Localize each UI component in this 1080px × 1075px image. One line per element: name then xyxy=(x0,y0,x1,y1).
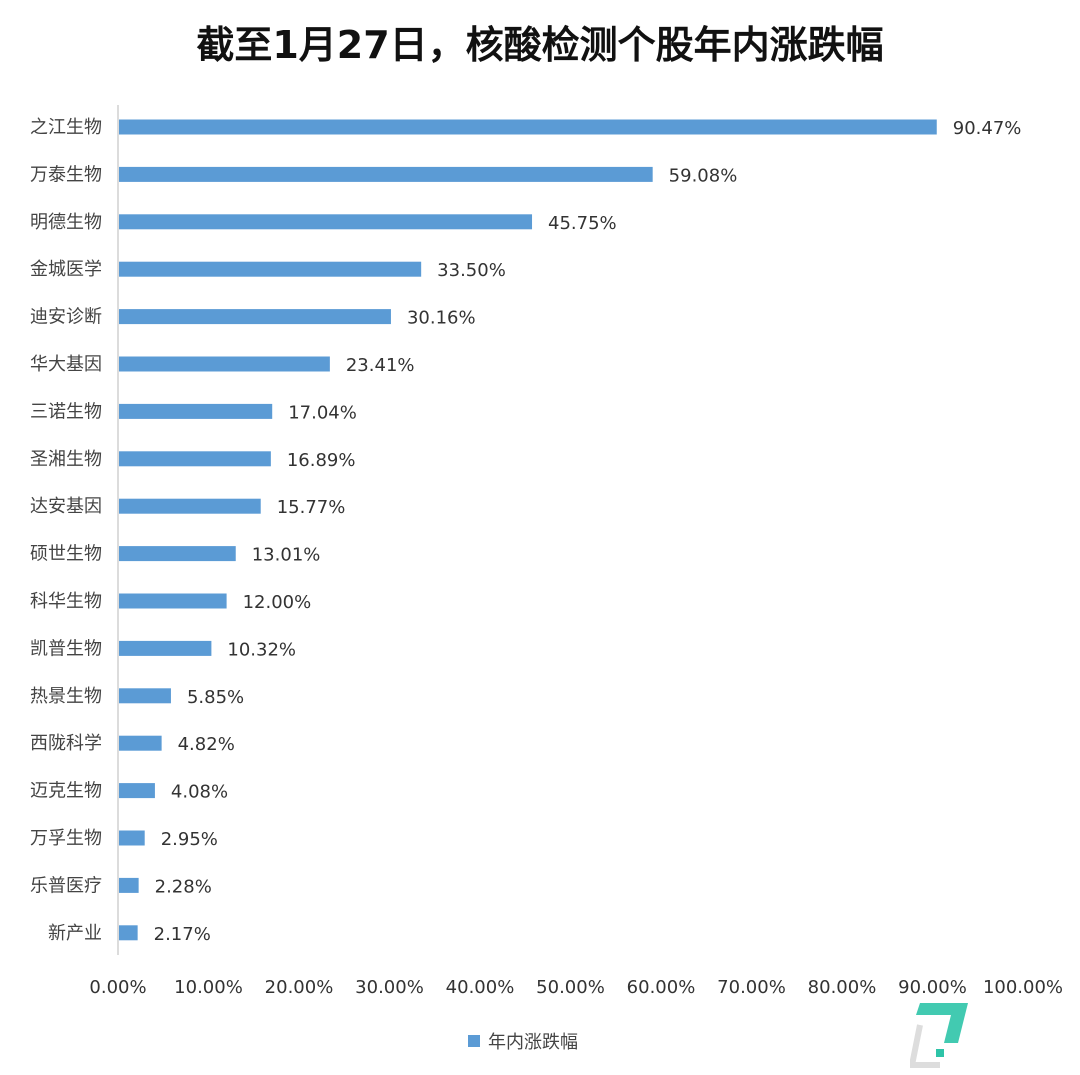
bar xyxy=(119,735,162,751)
bar xyxy=(119,119,937,135)
category-label: 新产业 xyxy=(48,923,102,944)
x-tick-label: 80.00% xyxy=(808,977,877,998)
bar xyxy=(119,546,236,562)
category-label: 明德生物 xyxy=(30,212,102,233)
chart-title: 截至1月27日，核酸检测个股年内涨跌幅 xyxy=(196,23,884,67)
bar xyxy=(119,309,391,325)
data-label: 33.50% xyxy=(437,260,506,281)
data-label: 15.77% xyxy=(277,497,346,518)
category-label: 达安基因 xyxy=(30,496,102,517)
category-label: 迈克生物 xyxy=(30,781,102,802)
x-tick-label: 90.00% xyxy=(898,977,967,998)
data-label: 16.89% xyxy=(287,450,356,471)
category-label: 乐普医疗 xyxy=(30,875,102,896)
category-label: 西陇科学 xyxy=(30,733,102,754)
data-label: 12.00% xyxy=(243,592,312,613)
category-label: 万孚生物 xyxy=(30,828,102,849)
category-label: 万泰生物 xyxy=(30,164,102,185)
category-label: 之江生物 xyxy=(30,117,102,138)
data-label: 2.95% xyxy=(161,829,218,850)
x-tick-label: 30.00% xyxy=(355,977,424,998)
watermark-logo-icon xyxy=(910,1003,968,1068)
data-label: 13.01% xyxy=(252,545,321,566)
category-label: 热景生物 xyxy=(30,686,102,707)
category-label: 金城医学 xyxy=(30,259,102,280)
legend: 年内涨跌幅 xyxy=(468,1028,578,1054)
bar xyxy=(119,877,139,893)
category-label: 硕世生物 xyxy=(30,544,102,565)
bar xyxy=(119,214,533,230)
bar xyxy=(119,640,212,656)
data-label: 23.41% xyxy=(346,355,415,376)
data-label: 4.08% xyxy=(171,782,228,803)
category-label: 凯普生物 xyxy=(30,638,102,659)
bar xyxy=(119,356,330,372)
category-label: 迪安诊断 xyxy=(30,307,102,328)
data-label: 2.28% xyxy=(155,876,212,897)
x-tick-label: 20.00% xyxy=(265,977,334,998)
data-label: 10.32% xyxy=(227,639,296,660)
bar xyxy=(119,593,227,609)
bar xyxy=(119,830,145,846)
x-tick-label: 50.00% xyxy=(536,977,605,998)
legend-swatch xyxy=(468,1035,480,1047)
x-tick-label: 70.00% xyxy=(717,977,786,998)
category-label: 科华生物 xyxy=(30,591,102,612)
legend-label: 年内涨跌幅 xyxy=(488,1032,578,1053)
data-label: 30.16% xyxy=(407,308,476,329)
x-tick-label: 10.00% xyxy=(174,977,243,998)
category-label: 华大基因 xyxy=(30,354,102,375)
bar xyxy=(119,166,653,182)
data-label: 90.47% xyxy=(953,118,1022,139)
data-label: 59.08% xyxy=(669,165,738,186)
data-label: 4.82% xyxy=(178,734,235,755)
data-label: 17.04% xyxy=(288,402,357,423)
bar xyxy=(119,451,271,467)
x-tick-label: 40.00% xyxy=(446,977,515,998)
bar xyxy=(119,688,171,704)
x-tick-label: 60.00% xyxy=(627,977,696,998)
x-tick-label: 100.00% xyxy=(983,977,1063,998)
bar xyxy=(119,925,138,941)
bar xyxy=(119,261,422,277)
bar xyxy=(119,498,261,514)
x-tick-label: 0.00% xyxy=(89,977,146,998)
data-label: 45.75% xyxy=(548,213,617,234)
bar xyxy=(119,403,273,419)
category-label: 圣湘生物 xyxy=(30,449,102,470)
data-label: 5.85% xyxy=(187,687,244,708)
data-label: 2.17% xyxy=(154,924,211,945)
category-label: 三诺生物 xyxy=(30,401,102,422)
bar xyxy=(119,783,155,799)
